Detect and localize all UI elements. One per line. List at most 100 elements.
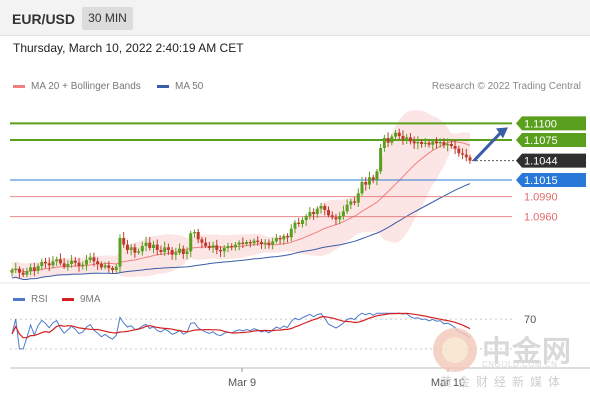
candle-body	[200, 239, 204, 243]
candle	[252, 238, 256, 247]
candle-body	[14, 268, 18, 270]
candle-body	[334, 217, 338, 220]
candle	[122, 232, 126, 248]
candle	[114, 264, 118, 273]
candle	[159, 245, 163, 255]
candle	[215, 239, 219, 255]
candle-body	[144, 242, 148, 246]
candle	[51, 256, 55, 269]
candle	[17, 266, 21, 279]
candle-body	[360, 182, 364, 194]
candle	[375, 169, 379, 186]
legend-bollinger: MA 20 + Bollinger Bands	[13, 81, 141, 92]
candle	[438, 138, 442, 148]
candle	[282, 233, 286, 245]
candle	[312, 208, 316, 220]
candle-body	[420, 142, 424, 144]
timeframe-button[interactable]: 30 MIN	[82, 7, 133, 30]
candle	[196, 228, 200, 244]
candle	[327, 206, 331, 218]
candle-body	[204, 242, 208, 246]
candle	[401, 130, 405, 145]
candle	[96, 257, 100, 270]
candle-body	[55, 259, 59, 262]
candle-body	[263, 242, 267, 244]
candle	[185, 247, 189, 260]
candle	[449, 140, 453, 149]
candle-body	[446, 144, 450, 146]
candle-body	[62, 263, 66, 267]
legend-rsi-label: RSI	[31, 294, 48, 305]
candle-body	[137, 251, 141, 253]
candle	[416, 136, 420, 150]
candle	[308, 207, 312, 220]
candle	[390, 134, 394, 146]
candle-body	[17, 268, 21, 273]
legend-ma50-swatch	[157, 85, 169, 88]
candle-body	[431, 141, 435, 145]
candle	[353, 197, 357, 206]
candle-body	[211, 245, 215, 248]
candle-body	[315, 208, 319, 214]
candle	[315, 206, 319, 218]
candle-body	[226, 246, 230, 248]
candle-body	[453, 146, 457, 149]
candle-body	[271, 241, 275, 245]
candle	[151, 240, 155, 254]
candle-body	[408, 137, 412, 142]
candle	[289, 224, 293, 242]
candle-body	[379, 148, 383, 172]
candle	[446, 138, 450, 152]
candle-body	[286, 236, 290, 238]
candle-body	[70, 260, 74, 264]
candle-body	[133, 247, 137, 253]
candle	[200, 236, 204, 249]
ma20-line	[11, 140, 471, 272]
bollinger-band-area	[12, 110, 470, 280]
candle	[77, 258, 81, 272]
candle	[394, 130, 398, 141]
candle-body	[99, 264, 103, 268]
candle	[148, 236, 152, 251]
candle-body	[32, 267, 36, 271]
candle-body	[416, 142, 420, 144]
candle	[118, 234, 122, 273]
candle	[468, 154, 472, 164]
candle	[189, 230, 193, 258]
level-label-1.1015: 1.1015	[524, 175, 558, 187]
candle-body	[353, 201, 357, 203]
level-label-1.1015-tag	[516, 173, 586, 187]
candle-body	[338, 216, 342, 220]
candle	[259, 239, 263, 249]
legend-rsi-ma-swatch	[62, 298, 74, 301]
candle-body	[259, 242, 263, 244]
candle-body	[245, 242, 249, 244]
candle-body	[88, 257, 92, 260]
candle	[178, 243, 182, 255]
candle	[73, 256, 77, 267]
forecast-arrow-shaft	[472, 130, 504, 162]
candle	[379, 144, 383, 174]
candle-body	[252, 240, 256, 244]
candle-body	[40, 262, 44, 266]
ma50-line	[11, 183, 471, 280]
watermark-url: CNGOLD.COM.CN	[482, 360, 558, 369]
candle-body	[73, 260, 77, 263]
candle	[427, 140, 431, 148]
candle-body	[122, 238, 126, 245]
candle-body	[293, 222, 297, 229]
legend-rsi-ma-label: 9MA	[80, 294, 101, 305]
candle	[349, 198, 353, 210]
candle	[319, 202, 323, 214]
candle	[170, 247, 174, 260]
candle	[286, 233, 290, 243]
candle	[230, 243, 234, 251]
candle-body	[107, 265, 111, 268]
candle	[192, 229, 196, 238]
candle	[14, 262, 18, 274]
level-label-1.1100-tag	[516, 116, 586, 131]
candle	[47, 257, 51, 272]
candle-body	[330, 215, 334, 218]
candle	[245, 239, 249, 247]
